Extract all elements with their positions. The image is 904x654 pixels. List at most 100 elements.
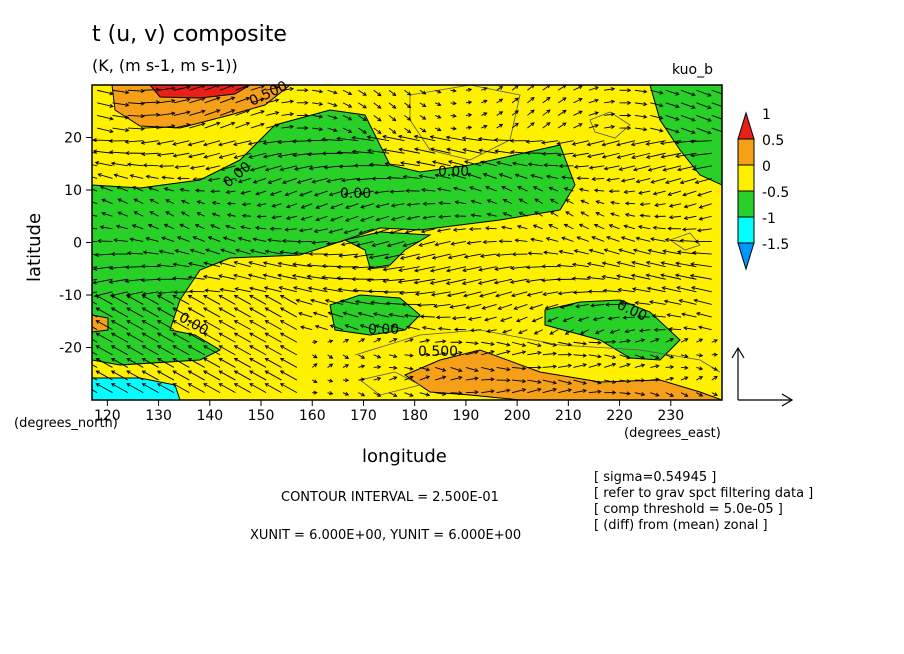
wind-vector xyxy=(450,351,462,356)
wind-vector-head xyxy=(347,91,353,96)
wind-vector xyxy=(218,320,236,331)
wind-vector xyxy=(293,287,313,293)
wind-vector xyxy=(359,190,374,195)
wind-vector xyxy=(250,165,267,171)
wind-vector-head xyxy=(694,180,700,185)
wind-vector-head xyxy=(126,357,131,362)
wind-vector xyxy=(341,178,359,182)
wind-vector-head xyxy=(446,147,451,152)
wind-vector xyxy=(419,175,436,179)
wind-vector xyxy=(420,315,436,318)
wind-vector xyxy=(374,190,390,194)
wind-vector-head xyxy=(249,383,254,387)
wind-vector-head xyxy=(313,390,318,395)
wind-vector-head xyxy=(425,352,431,357)
x-tick-label: 160 xyxy=(299,408,326,424)
wind-vector-head xyxy=(389,189,394,194)
wind-vector xyxy=(193,236,205,242)
wind-vector-head xyxy=(452,113,457,118)
colorbar-swatch xyxy=(737,216,755,244)
wind-vector-head xyxy=(588,248,594,253)
wind-vector-head xyxy=(109,129,114,134)
wind-vector xyxy=(280,295,298,305)
wind-vector-head xyxy=(586,261,592,267)
wind-vector xyxy=(234,383,251,394)
wind-vector xyxy=(580,211,590,217)
wind-vector xyxy=(542,341,557,346)
wind-vector-head xyxy=(669,393,675,397)
y-unit-note: (degrees_north) xyxy=(14,416,118,431)
wind-vector xyxy=(158,87,175,91)
wind-vector xyxy=(235,97,250,104)
wind-vector-head xyxy=(205,166,210,171)
wind-vector xyxy=(109,266,128,269)
wind-vector-head xyxy=(313,379,318,383)
x-tick-group: 120 130 140 150 160 170 180 190 200 210 220 230 xyxy=(94,400,684,424)
wind-vector xyxy=(344,228,359,234)
wind-vector-head xyxy=(124,139,129,144)
x-tick-label: 220 xyxy=(606,408,633,424)
wind-vector-head xyxy=(405,188,410,193)
wind-vector xyxy=(203,345,221,356)
wind-vector xyxy=(557,110,567,116)
wind-vector-head xyxy=(612,390,617,395)
wind-vector-head xyxy=(474,350,479,355)
wind-vector-head xyxy=(563,187,569,192)
wind-vector-head xyxy=(452,227,458,232)
wind-vector xyxy=(112,102,129,106)
wind-vector xyxy=(664,300,682,305)
wind-vector-head xyxy=(110,252,115,257)
y-tick-label: 20 xyxy=(64,131,82,147)
wind-vector xyxy=(557,152,574,156)
wind-vector xyxy=(501,186,513,192)
wind-vector-head xyxy=(377,104,382,109)
wind-vector-head xyxy=(339,299,345,304)
wind-vector-head xyxy=(470,213,475,218)
wind-vector xyxy=(172,370,190,381)
wind-vector-head xyxy=(201,97,206,102)
wind-vector-head xyxy=(204,288,209,293)
wind-vector xyxy=(234,345,251,356)
wind-vector xyxy=(398,135,420,142)
wind-vector-head xyxy=(437,127,442,132)
wind-vector-head xyxy=(110,161,116,166)
wind-vector xyxy=(265,165,282,171)
wind-vector-head xyxy=(576,176,581,181)
wind-vector xyxy=(373,338,381,343)
wind-vector-head xyxy=(279,345,285,350)
wind-vector-head xyxy=(86,213,89,216)
wind-vector xyxy=(253,238,267,242)
wind-vector xyxy=(125,278,144,282)
wind-vector-head xyxy=(125,115,130,120)
wind-vector-head xyxy=(431,160,437,165)
wind-vector-head xyxy=(626,363,631,367)
wind-vector-head xyxy=(450,173,455,178)
wind-vector-head xyxy=(382,267,387,272)
wind-vector xyxy=(511,97,519,104)
wind-vector xyxy=(496,98,503,104)
region-green-northeast xyxy=(649,85,722,186)
wind-vector xyxy=(573,110,583,116)
wind-vector xyxy=(111,162,128,167)
x-tick-label: 190 xyxy=(453,408,480,424)
wind-vector-head xyxy=(292,262,297,267)
colorbar-swatch xyxy=(737,138,755,166)
wind-vector xyxy=(646,140,666,145)
wind-vector-head xyxy=(289,86,295,92)
contour-label: 0.00 xyxy=(340,186,371,202)
wind-vector-head xyxy=(652,225,657,230)
wind-vector xyxy=(650,378,659,381)
wind-vector-head xyxy=(442,367,447,372)
wind-vector xyxy=(172,345,190,356)
wind-vector xyxy=(668,190,682,196)
wind-vector xyxy=(653,227,666,230)
wind-vector-head xyxy=(142,250,148,255)
wind-vector-head xyxy=(299,192,304,197)
wind-vector-head xyxy=(156,277,161,282)
wind-vector xyxy=(210,224,221,230)
wind-vector-head xyxy=(306,263,312,268)
wind-vector xyxy=(453,228,466,231)
wind-vector-head xyxy=(393,354,398,359)
wind-vector xyxy=(446,266,467,272)
wind-vector xyxy=(235,288,251,293)
